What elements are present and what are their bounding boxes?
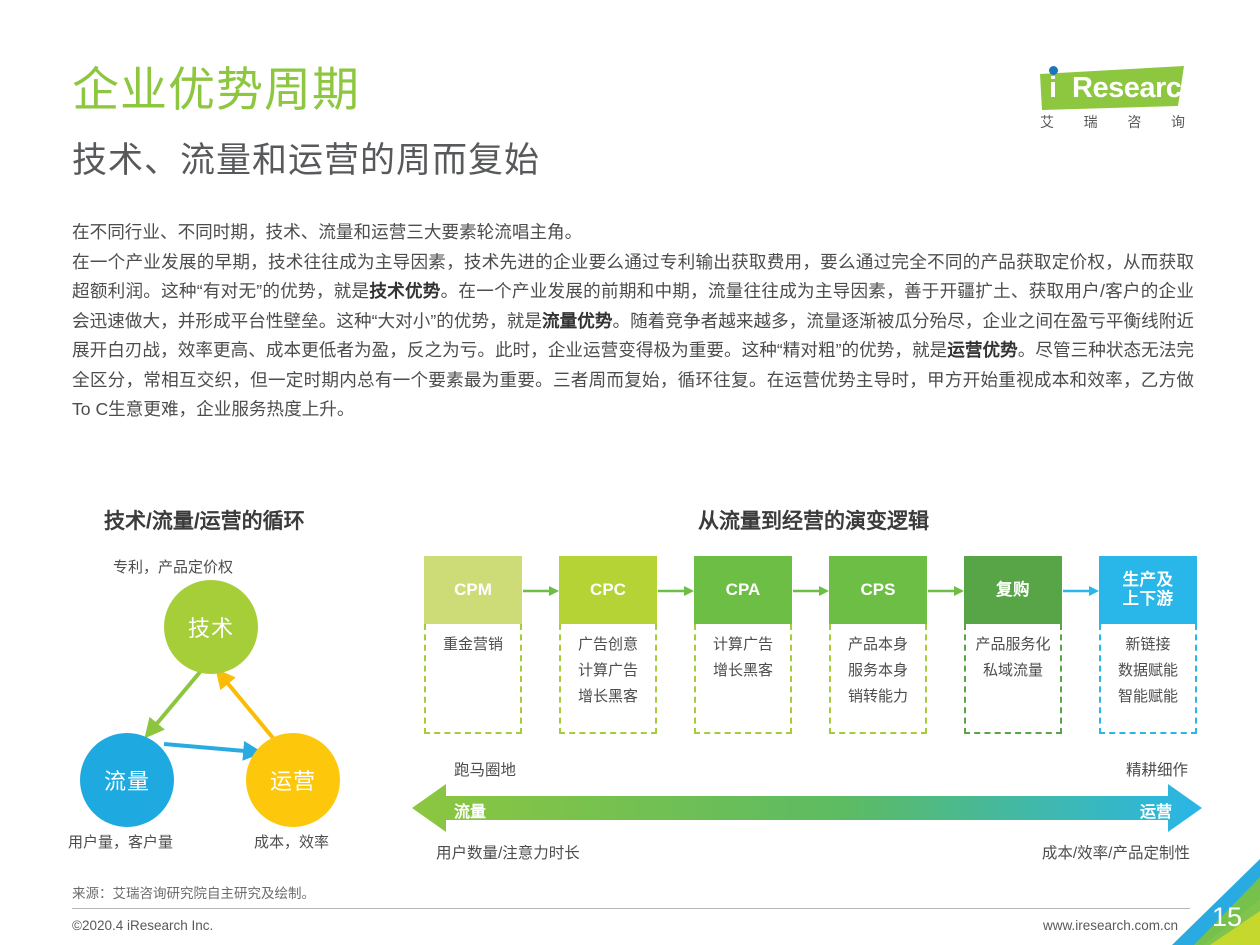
axis-arrow-shape (412, 784, 1202, 832)
right-chart-title: 从流量到经营的演变逻辑 (698, 510, 929, 533)
flow-stage-items: 产品本身服务本身销转能力 (829, 624, 927, 734)
axis-label-bottom-left: 用户数量/注意力时长 (436, 845, 580, 862)
flow-item: 计算广告 (712, 636, 773, 653)
flow-stage-label: CPS (829, 556, 927, 624)
cycle-diagram: 专利，产品定价权 用户量，客户量 成本，效率 技术 流量 运营 (60, 548, 420, 868)
logo-wordmark: Research (1072, 72, 1199, 104)
iresearch-logo: i Research 艾 瑞 咨 询 (1032, 60, 1199, 138)
flow-arrow-icon (928, 584, 966, 596)
axis-label-top-right: 精耕细作 (1125, 762, 1188, 779)
flow-item: 数据赋能 (1117, 662, 1178, 679)
flow-arrow-icon (793, 584, 831, 596)
flow-item: 产品本身 (847, 636, 908, 653)
flow-item: 广告创意 (577, 636, 638, 653)
page-title: 企业优势周期 (72, 63, 360, 116)
flow-stage-items: 重金营销 (424, 624, 522, 734)
page-number: 15 (1211, 902, 1242, 932)
footer-divider (72, 908, 1190, 909)
flow-arrow-icon (523, 584, 561, 596)
evolution-flow: CPM 重金营销 CPC 广告创意 计算广告 增长黑客 CPA 计算广告 增长黑客 CPS 产品本身… (424, 556, 1200, 738)
source-note: 来源：艾瑞咨询研究院自主研究及绘制。 (72, 886, 315, 901)
flow-stage-label: 生产及 上下游 (1099, 556, 1197, 624)
flow-stage-label: 复购 (964, 556, 1062, 624)
flow-stage-items: 产品服务化 私域流量 (964, 624, 1062, 734)
flow-stage-label: CPA (694, 556, 792, 624)
flow-item: 智能赋能 (1117, 688, 1178, 705)
para2-part-b: 。在一个产业发展的前期和中期，流量往往成为主导因素，善于开疆扩土、获取用户/客户… (72, 281, 1194, 331)
flow-stage-label: CPM (424, 556, 522, 624)
flow-item: 重金营销 (442, 636, 503, 653)
flow-stage-label: CPC (559, 556, 657, 624)
axis-label-top-left: 跑马圈地 (454, 762, 517, 779)
paragraph-1: 在不同行业、不同时期，技术、流量和运营三大要素轮流唱主角。 (72, 222, 583, 242)
caption-tech: 专利，产品定价权 (113, 559, 234, 576)
flow-stage-6[interactable]: 生产及 上下游新链接数据赋能智能赋能 (1099, 556, 1197, 734)
flow-item: 产品服务化 (975, 636, 1051, 653)
arrow-traffic-to-oper (163, 740, 264, 761)
logo-letter-i: i (1049, 72, 1058, 104)
arrow-oper-to-tech (215, 668, 275, 740)
traffic-to-operation-axis: 跑马圈地 精耕细作 流量 运营 用户数量/注意力时长 成本/效率/产品定制性 (412, 758, 1202, 868)
flow-stage-items: 计算广告 增长黑客 (694, 624, 792, 734)
flow-stage-3[interactable]: CPA 计算广告 增长黑客 (694, 556, 792, 734)
emphasis-traffic-advantage: 流量优势 (541, 310, 613, 331)
flow-item: 增长黑客 (712, 662, 773, 679)
flow-arrow-icon (658, 584, 696, 596)
node-technology: 技术 (164, 580, 258, 674)
emphasis-tech-advantage: 技术优势 (369, 281, 441, 301)
logo-cn-char-3: 咨 (1127, 114, 1143, 130)
body-paragraph: 在不同行业、不同时期，技术、流量和运营三大要素轮流唱主角。 在一个产业发展的早期… (72, 218, 1194, 425)
para2-part-c: 。随着竞争者越来越多，流量逐渐被瓜分殆尽，企业之间在盈亏平衡线附近展开白刃战，效… (72, 310, 1194, 361)
emphasis-operation-advantage: 运营优势 (947, 340, 1018, 360)
logo-dot-icon (1049, 66, 1058, 75)
flow-stage-items: 广告创意计算广告增长黑客 (559, 624, 657, 734)
caption-oper: 成本，效率 (254, 834, 330, 851)
axis-label-operation: 运营 (1139, 804, 1172, 821)
node-operation: 运营 (246, 733, 340, 827)
logo-cn-char-2: 瑞 (1083, 114, 1099, 130)
flow-item: 增长黑客 (577, 688, 638, 705)
para2-part-a: 在一个产业发展的早期，技术往往成为主导因素，技术先进的企业要么通过专利输出获取费… (72, 251, 1194, 302)
logo-cn-char-4: 询 (1170, 114, 1186, 130)
logo-cn-char-1: 艾 (1040, 114, 1055, 130)
copyright-text: ©2020.4 iResearch Inc. (72, 918, 214, 933)
node-traffic: 流量 (80, 733, 174, 827)
website-url[interactable]: www.iresearch.com.cn (1042, 918, 1178, 933)
axis-label-traffic: 流量 (454, 804, 487, 821)
arrow-tech-to-traffic (144, 670, 202, 739)
flow-item: 销转能力 (847, 688, 908, 705)
flow-item: 服务本身 (847, 662, 908, 679)
para2-part-d: 。尽管三种状态无法完全区分，常相互交织，但一定时期内总有一个要素最为重要。三者周… (72, 340, 1194, 419)
flow-stage-items: 新链接数据赋能智能赋能 (1099, 624, 1197, 734)
flow-stage-5[interactable]: 复购产品服务化私域流量 (964, 556, 1062, 734)
page-subtitle: 技术、流量和运营的周而复始 (72, 141, 541, 180)
flow-stage-4[interactable]: CPS 产品本身 服务本身 销转能力 (829, 556, 927, 734)
flow-arrow-icon (1063, 584, 1101, 596)
logo-chinese-name: 艾 瑞 咨 询 (1040, 112, 1186, 132)
corner-decoration (1172, 859, 1260, 945)
flow-item: 计算广告 (577, 662, 638, 679)
logo-green-shape (1040, 66, 1184, 110)
caption-traffic: 用户量，客户量 (68, 834, 174, 851)
left-chart-title: 技术/流量/运营的循环 (104, 510, 305, 533)
paragraph-2: 在一个产业发展的早期，技术往往成为主导因素，技术先进的企业要么通过专利输出获取费… (72, 248, 1194, 425)
flow-stage-1[interactable]: CPM 重金营销 (424, 556, 522, 734)
flow-item: 新链接 (1125, 636, 1171, 653)
flow-item: 私域流量 (982, 662, 1043, 679)
axis-label-bottom-right: 成本/效率/产品定制性 (1041, 845, 1190, 862)
flow-stage-2[interactable]: CPC 广告创意 计算广告 增长黑客 (559, 556, 657, 734)
